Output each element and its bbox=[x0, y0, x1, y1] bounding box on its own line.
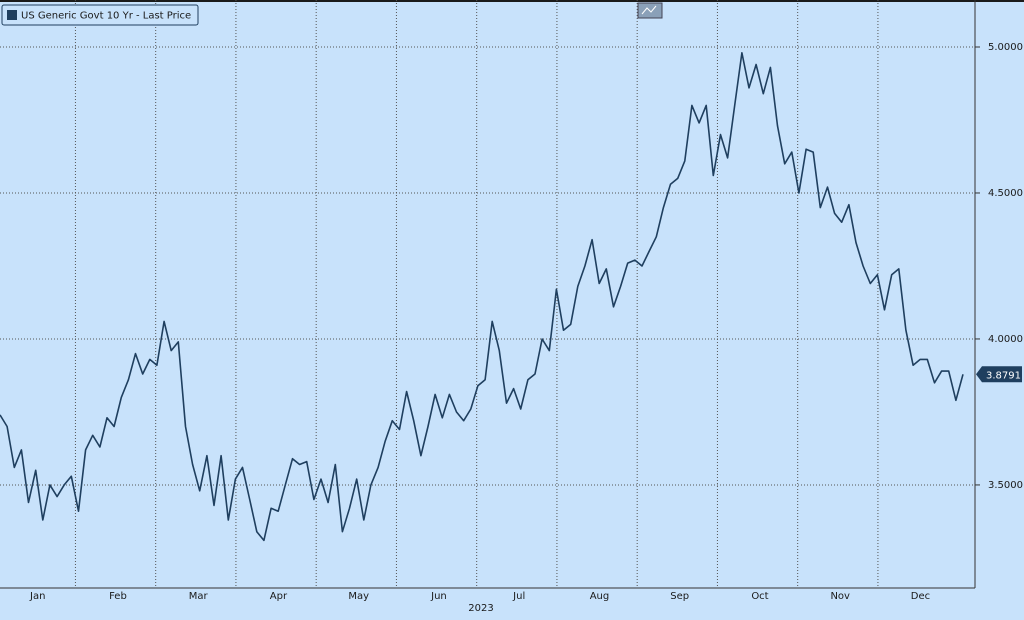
x-tick-label: Oct bbox=[751, 591, 768, 602]
x-tick-label: May bbox=[348, 591, 369, 602]
x-tick-label: Jun bbox=[430, 591, 447, 602]
price-line bbox=[0, 52, 964, 542]
legend-swatch bbox=[7, 10, 17, 20]
grid bbox=[0, 0, 975, 588]
x-tick-label: Sep bbox=[670, 591, 689, 602]
x-tick-label: Dec bbox=[911, 591, 930, 602]
last-price-tag bbox=[976, 366, 1022, 383]
top-bar bbox=[0, 0, 1024, 2]
marks bbox=[0, 52, 964, 542]
x-tick-label: Aug bbox=[590, 591, 610, 602]
y-tick-label: 4.5000 bbox=[988, 188, 1023, 199]
y-tick-label: 5.0000 bbox=[988, 42, 1023, 53]
y-tick-label: 4.0000 bbox=[988, 334, 1023, 345]
x-tick-label: Jul bbox=[512, 591, 525, 602]
y-tick-label: 3.5000 bbox=[988, 480, 1023, 491]
x-tick-label: Jan bbox=[29, 591, 45, 602]
last-price-label: 3.8791 bbox=[986, 370, 1021, 381]
x-tick-label: Mar bbox=[189, 591, 209, 602]
x-tick-label: Apr bbox=[270, 591, 288, 602]
x-axis-label: 2023 bbox=[468, 603, 493, 614]
legend-box bbox=[1, 4, 199, 26]
x-tick-label: Feb bbox=[109, 591, 127, 602]
chart-type-glyph bbox=[641, 5, 657, 15]
x-tick-label: Nov bbox=[830, 591, 850, 602]
legend-label: US Generic Govt 10 Yr - Last Price bbox=[21, 11, 191, 22]
